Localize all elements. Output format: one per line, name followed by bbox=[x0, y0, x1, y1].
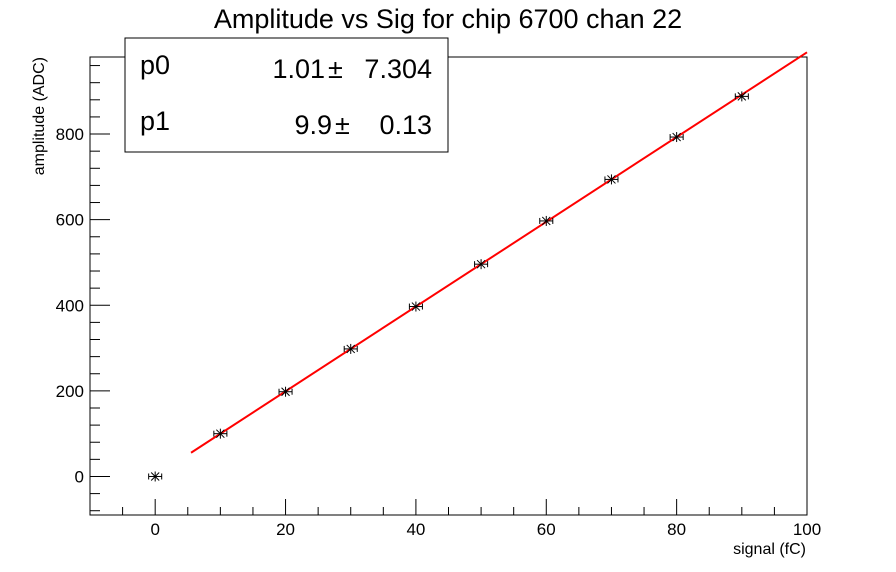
data-point bbox=[408, 301, 423, 312]
x-axis-title: signal (fC) bbox=[733, 541, 806, 558]
fit-line bbox=[190, 51, 808, 454]
stats-p1-name: p1 bbox=[140, 106, 170, 136]
data-point bbox=[148, 471, 163, 482]
data-point bbox=[278, 386, 293, 397]
tick-labels: 0 20 40 60 80 100 0 200 400 600 800 bbox=[56, 125, 822, 539]
stats-p0-pm: ± bbox=[328, 54, 343, 84]
stats-p1-error: 0.13 bbox=[379, 110, 432, 140]
y-tick-label: 800 bbox=[56, 125, 84, 144]
stats-p1-pm: ± bbox=[335, 110, 350, 140]
data-point bbox=[539, 215, 554, 226]
x-tick-label: 40 bbox=[406, 520, 425, 539]
data-point bbox=[213, 428, 228, 439]
x-tick-label: 60 bbox=[537, 520, 556, 539]
stats-p0-name: p0 bbox=[140, 50, 170, 80]
x-tick-label: 80 bbox=[667, 520, 686, 539]
y-tick-label: 400 bbox=[56, 296, 84, 315]
stats-p0-error: 7.304 bbox=[364, 54, 432, 84]
x-tick-label: 20 bbox=[276, 520, 295, 539]
chart-title: Amplitude vs Sig for chip 6700 chan 22 bbox=[213, 4, 683, 34]
data-point bbox=[604, 174, 619, 185]
data-points bbox=[148, 91, 749, 482]
y-tick-label: 0 bbox=[75, 467, 84, 486]
data-point bbox=[343, 343, 358, 354]
x-tick-label: 0 bbox=[150, 520, 159, 539]
data-point bbox=[734, 91, 749, 102]
x-tick-label: 100 bbox=[793, 520, 821, 539]
stats-p0-value: 1.01 bbox=[272, 54, 325, 84]
stats-p1-value: 9.9 bbox=[294, 110, 332, 140]
y-axis-title: amplitude (ADC) bbox=[31, 57, 48, 175]
y-tick-label: 200 bbox=[56, 382, 84, 401]
axis-ticks bbox=[89, 65, 808, 515]
stats-box-frame bbox=[124, 37, 449, 153]
fit-layer bbox=[190, 51, 808, 454]
y-tick-label: 600 bbox=[56, 211, 84, 230]
stats-box: p0 1.01 ± 7.304 p1 9.9 ± 0.13 bbox=[124, 37, 449, 153]
data-point bbox=[669, 132, 684, 143]
data-point bbox=[474, 259, 489, 270]
